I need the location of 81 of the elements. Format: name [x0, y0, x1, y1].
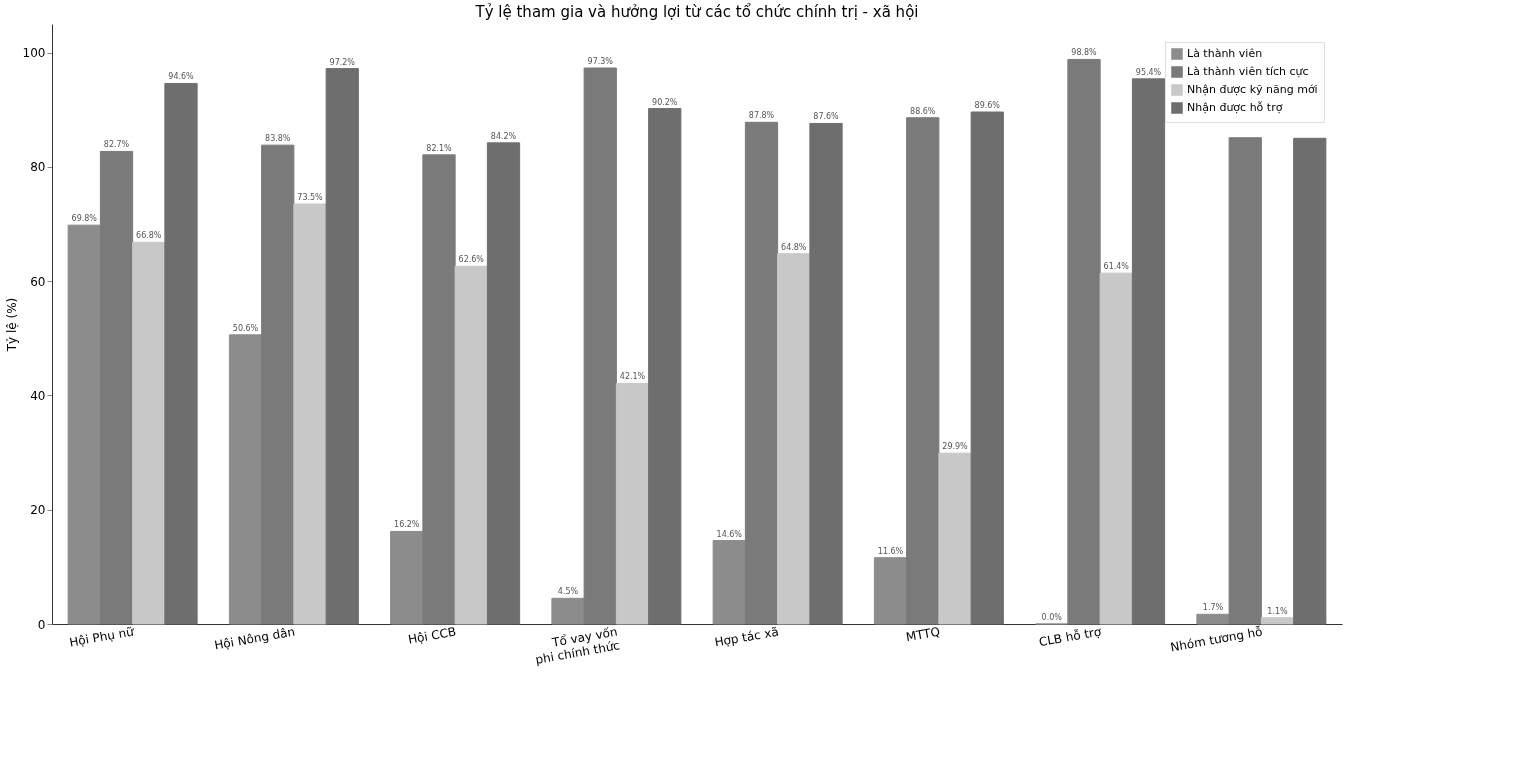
data-label: 11.6% [877, 546, 904, 556]
bar [99, 150, 134, 625]
bar [906, 117, 940, 625]
y-tick-label: 60 [30, 274, 46, 289]
bar [551, 597, 585, 625]
data-label: 82.7% [103, 140, 130, 150]
bar [777, 253, 811, 625]
x-tick-label: Nhóm tương hỗ [1169, 624, 1264, 655]
data-label: 73.5% [297, 193, 324, 202]
data-label: 62.6% [458, 255, 485, 265]
data-label: 83.8% [265, 134, 291, 144]
bar [744, 121, 779, 625]
x-tick-label: CLB hỗ trợ [1037, 624, 1103, 650]
bar [164, 82, 198, 625]
data-label: 64.8% [781, 242, 807, 252]
bar [648, 108, 682, 625]
data-label: 69.8% [71, 214, 98, 224]
data-label: 95.4% [1135, 67, 1162, 77]
bar [1131, 78, 1166, 625]
data-label: 90.2% [652, 97, 678, 107]
bar [261, 144, 295, 625]
bar [67, 224, 101, 625]
x-tick-label: Hội CCB [407, 624, 458, 647]
bar [228, 334, 263, 625]
data-label: 94.6% [168, 72, 195, 82]
data-label: 97.3% [587, 57, 614, 66]
bar [938, 452, 972, 625]
data-label: 97.2% [329, 57, 356, 67]
y-tick-label: 0 [37, 617, 46, 632]
data-label: 0.0% [1041, 613, 1063, 622]
legend-label: Nhận được hỗ trợ [1187, 101, 1283, 114]
data-label: 88.6% [910, 106, 936, 116]
data-label: 42.1% [619, 372, 646, 382]
legend-label: Là thành viên tích cực [1187, 65, 1309, 78]
y-axis-title: Tỷ lệ (%) [4, 297, 19, 353]
data-label: 84.2% [490, 131, 517, 141]
data-label: 66.8% [136, 231, 162, 241]
bar [1293, 137, 1327, 625]
y-tick-label: 40 [30, 388, 46, 403]
bar [583, 67, 617, 625]
bar [1228, 137, 1262, 625]
y-tick-label: 80 [30, 160, 46, 175]
data-label: 61.4% [1103, 262, 1130, 272]
bar [486, 142, 521, 625]
data-label: 1.1% [1267, 606, 1289, 616]
bar [325, 68, 359, 625]
x-tick-label: Hội Phụ nữ [68, 624, 137, 650]
bar [390, 530, 424, 625]
bar [712, 540, 746, 625]
bar [293, 203, 327, 625]
y-tick-label: 20 [30, 503, 46, 518]
bar [1099, 272, 1133, 625]
x-tick-label: Hội Nông dân [213, 624, 296, 653]
legend-label: Nhận được kỹ năng mới [1187, 83, 1318, 96]
data-label: 16.2% [394, 520, 420, 530]
bar [873, 557, 908, 625]
bar [132, 241, 166, 625]
data-label: 1.7% [1202, 603, 1224, 613]
data-label: 29.9% [942, 442, 969, 452]
bar [422, 154, 456, 625]
data-label: 87.8% [748, 111, 775, 121]
data-label: 87.6% [813, 112, 840, 122]
bar [454, 265, 488, 625]
x-tick-label: Tổ vay vốn phi chính thức [534, 624, 621, 667]
y-tick-label: 100 [22, 46, 46, 61]
bar [615, 382, 650, 625]
bar [1196, 613, 1230, 625]
data-label: 82.1% [426, 143, 453, 153]
chart-title: Tỷ lệ tham gia và hưởng lợi từ các tổ chức chính trị - xã hội [474, 3, 919, 21]
bar [970, 111, 1004, 625]
data-label: 89.6% [974, 101, 1001, 110]
bar [1260, 617, 1295, 625]
x-tick-label: MTTQ [904, 624, 941, 645]
bar [1067, 58, 1101, 625]
x-tick-label: Hợp tác xã [713, 624, 780, 650]
legend-label: Là thành viên [1187, 47, 1263, 60]
data-label: 4.5% [557, 587, 579, 597]
data-label: 50.6% [232, 323, 259, 333]
data-label: 98.8% [1071, 48, 1098, 58]
data-label: 14.6% [716, 529, 743, 539]
bar [809, 122, 843, 625]
